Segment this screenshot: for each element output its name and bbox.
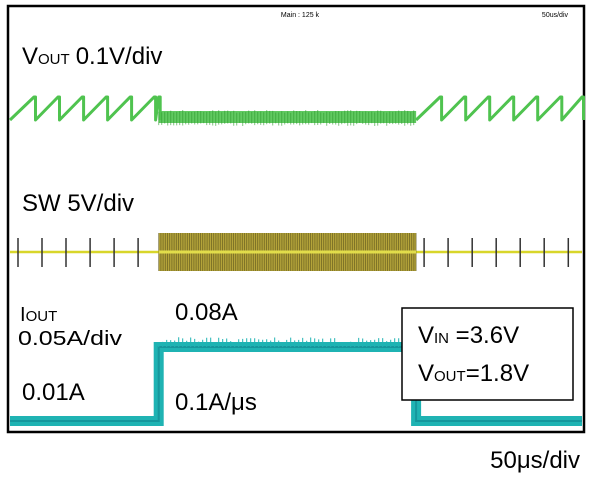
vin-condition: VIN =3.6V xyxy=(418,322,519,349)
vin-value: =3.6V xyxy=(449,322,519,349)
trigger-readout: Main : 125 k xyxy=(281,12,320,19)
vout-label-main: V xyxy=(22,43,38,70)
low-current-label: 0.01A xyxy=(22,379,85,406)
sw-channel-label: SW 5V/div xyxy=(22,190,134,217)
vin-sub: IN xyxy=(434,330,449,347)
vout-scale: 0.1V/div xyxy=(76,43,163,70)
slew-rate-label: 0.1A/μs xyxy=(175,389,257,416)
vout-cond-value: =1.8V xyxy=(466,360,529,387)
timebase-small: 50us/div xyxy=(542,12,569,19)
vout-cond-main: V xyxy=(418,360,434,387)
vout-label-sub: OUT xyxy=(38,51,70,68)
vin-main: V xyxy=(418,322,434,349)
iout-label-sub: OUT xyxy=(26,308,58,325)
iout-scale: 0.05A/div xyxy=(18,328,122,350)
high-current-label: 0.08A xyxy=(175,299,238,326)
vout-cond-sub: OUT xyxy=(434,368,466,385)
iout-channel-label: IOUT xyxy=(20,304,57,326)
timebase-caption: 50μs/div xyxy=(490,447,580,474)
